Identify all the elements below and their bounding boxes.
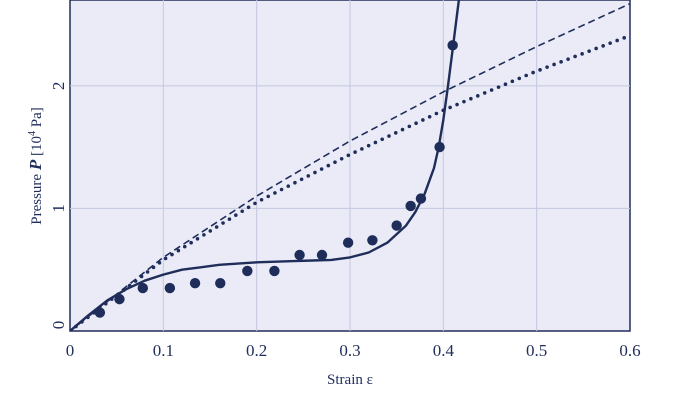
data-point — [343, 238, 353, 248]
data-point — [215, 278, 225, 288]
data-point — [242, 266, 252, 276]
x-tick-label: 0.1 — [153, 341, 174, 360]
x-tick-label: 0.5 — [526, 341, 547, 360]
x-tick-label: 0.4 — [433, 341, 455, 360]
data-point — [317, 250, 327, 260]
x-tick-label: 0.3 — [339, 341, 360, 360]
x-tick-label: 0 — [66, 341, 75, 360]
data-point — [269, 266, 279, 276]
y-axis-label-unit-close: Pa] — [29, 107, 45, 131]
x-tick-label: 0.2 — [246, 341, 267, 360]
x-axis-label: Strain ε — [327, 372, 373, 388]
y-axis-label-unit: [10 — [29, 136, 45, 160]
y-axis-label-symbol: P — [26, 159, 45, 171]
data-point — [294, 250, 304, 260]
y-axis-ticks: 0 1 2 — [49, 82, 68, 330]
y-axis-label: Pressure P [104 Pa] — [26, 107, 45, 224]
y-tick-label: 0 — [49, 321, 68, 330]
y-axis-label-text: Pressure — [29, 170, 45, 225]
y-tick-label: 1 — [49, 204, 68, 213]
y-tick-label: 2 — [49, 82, 68, 91]
data-point — [405, 201, 415, 211]
data-point — [165, 283, 175, 293]
x-tick-label: 0.6 — [619, 341, 640, 360]
x-axis-ticks: 0 0.1 0.2 0.3 0.4 0.5 0.6 — [66, 341, 641, 360]
data-point — [190, 278, 200, 288]
data-point — [367, 235, 377, 245]
